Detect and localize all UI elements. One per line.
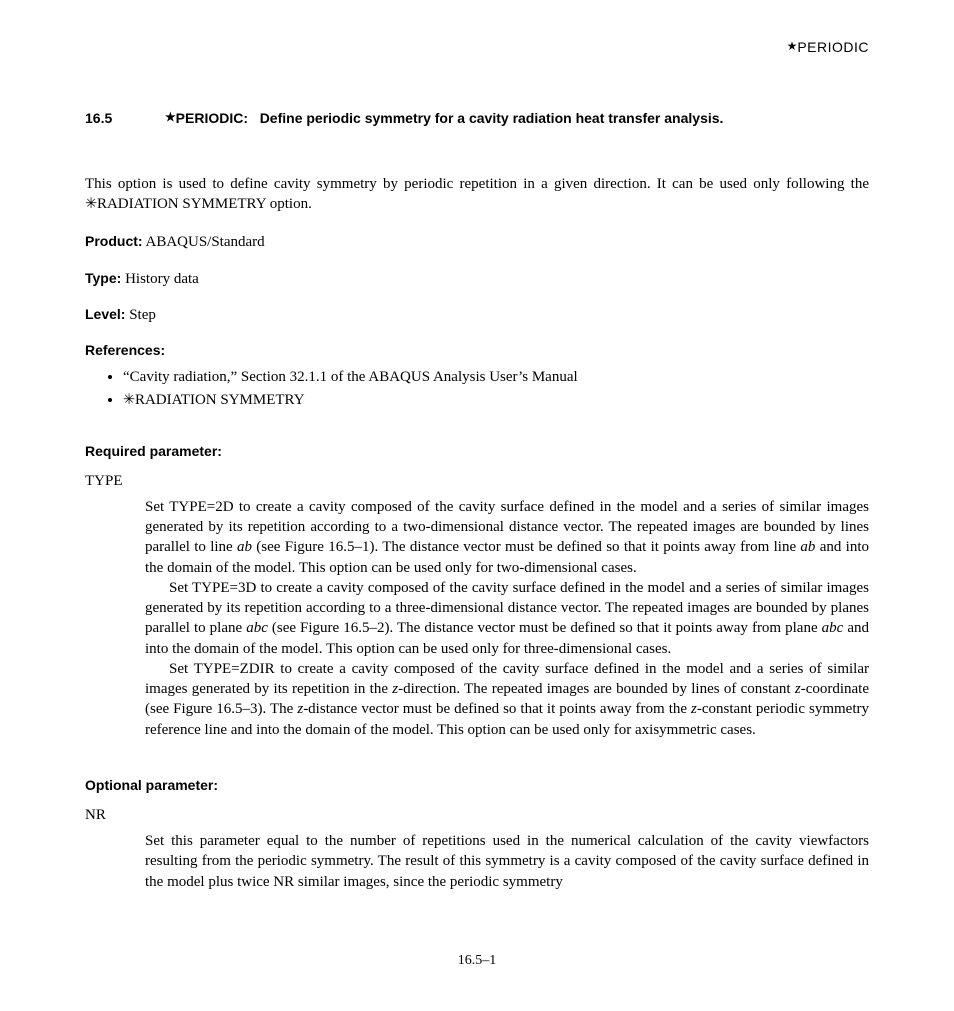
- star-icon: ★: [787, 39, 798, 53]
- required-p1: Set TYPE=2D to create a cavity composed …: [145, 497, 869, 578]
- star-icon: ✳: [123, 392, 135, 408]
- required-param-body: Set TYPE=2D to create a cavity composed …: [145, 497, 869, 740]
- section-title-text: Define periodic symmetry for a cavity ra…: [260, 110, 724, 126]
- intro-paragraph: This option is used to define cavity sym…: [85, 174, 869, 215]
- section-heading: 16.5 ★PERIODIC: Define periodic symmetry…: [85, 109, 869, 128]
- references-block: References: “Cavity radiation,” Section …: [85, 341, 869, 410]
- optional-heading: Optional parameter:: [85, 776, 869, 795]
- section-title: ★PERIODIC: Define periodic symmetry for …: [165, 109, 869, 128]
- required-param-name: TYPE: [85, 471, 869, 491]
- intro-text-a: This option is used to define cavity sym…: [85, 176, 869, 192]
- product-value: ABAQUS/Standard: [146, 234, 265, 250]
- running-header: ★PERIODIC: [85, 38, 869, 57]
- required-heading: Required parameter:: [85, 442, 869, 461]
- section-number: 16.5: [85, 109, 165, 128]
- required-p2: Set TYPE=3D to create a cavity composed …: [145, 578, 869, 659]
- type-label: Type:: [85, 270, 121, 286]
- optional-param-body: Set this parameter equal to the number o…: [145, 831, 869, 892]
- star-icon: ★: [165, 110, 176, 124]
- intro-text-b: RADIATION SYMMETRY option.: [97, 196, 312, 212]
- var-ab: ab: [800, 539, 815, 555]
- var-abc: abc: [246, 620, 268, 636]
- page: ★PERIODIC 16.5 ★PERIODIC: Define periodi…: [0, 0, 954, 1011]
- references-list: “Cavity radiation,” Section 32.1.1 of th…: [85, 367, 869, 410]
- meta-block: Product: ABAQUS/Standard Type: History d…: [85, 232, 869, 410]
- level-value: Step: [129, 307, 156, 323]
- product-line: Product: ABAQUS/Standard: [85, 232, 869, 252]
- var-abc: abc: [822, 620, 844, 636]
- var-ab: ab: [237, 539, 252, 555]
- type-value: History data: [125, 271, 199, 287]
- required-p3: Set TYPE=ZDIR to create a cavity compose…: [145, 659, 869, 740]
- product-label: Product:: [85, 233, 143, 249]
- star-icon: ✳: [85, 196, 97, 212]
- level-label: Level:: [85, 306, 125, 322]
- page-number: 16.5–1: [0, 952, 954, 971]
- optional-param-name: NR: [85, 805, 869, 825]
- running-header-text: PERIODIC: [797, 39, 869, 55]
- section-keyword: PERIODIC:: [176, 110, 248, 126]
- references-label: References:: [85, 342, 165, 358]
- reference-item: ✳RADIATION SYMMETRY: [123, 390, 869, 410]
- reference-text: “Cavity radiation,” Section 32.1.1 of th…: [123, 369, 578, 385]
- level-line: Level: Step: [85, 305, 869, 325]
- optional-p1: Set this parameter equal to the number o…: [145, 831, 869, 892]
- reference-item: “Cavity radiation,” Section 32.1.1 of th…: [123, 367, 869, 387]
- reference-text: RADIATION SYMMETRY: [135, 392, 305, 408]
- type-line: Type: History data: [85, 269, 869, 289]
